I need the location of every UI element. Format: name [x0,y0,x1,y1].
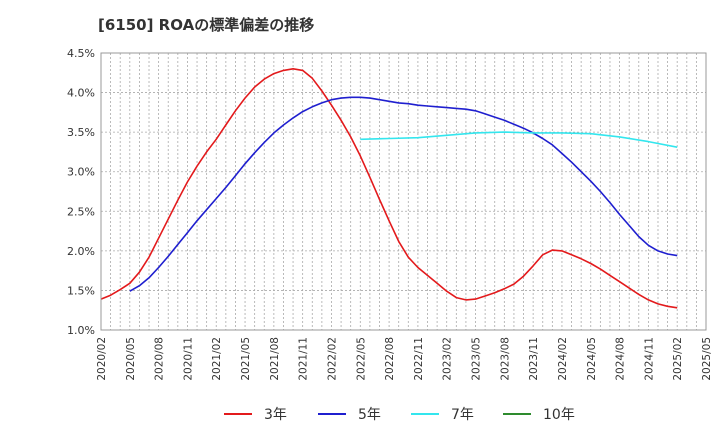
y-tick-label: 3.0% [67,166,95,179]
x-tick-label: 2022/11 [413,337,425,381]
x-tick-label: 2020/11 [182,337,194,381]
x-tick-label: 2021/02 [211,337,223,381]
series-line [360,131,678,148]
x-tick-label: 2021/11 [298,337,310,381]
y-tick-label: 2.5% [67,205,95,218]
x-tick-label: 2023/02 [442,337,454,381]
series-line [129,96,678,292]
x-tick-label: 2023/05 [471,337,483,381]
chart-title: [6150] ROAの標準偏差の推移 [98,16,315,34]
x-tick-label: 2024/11 [643,337,655,381]
series-line [100,68,678,309]
x-tick-label: 2020/02 [96,337,108,381]
x-tick-label: 2024/02 [557,337,569,381]
legend-label: 10年 [543,407,575,423]
y-tick-label: 1.0% [67,324,95,337]
legend-label: 7年 [451,407,474,423]
x-tick-label: 2022/05 [355,337,367,381]
grid-lines [100,52,707,331]
x-tick-label: 2020/05 [125,337,137,381]
x-tick-label: 2025/02 [672,337,684,381]
x-tick-label: 2022/08 [384,337,396,381]
series-lines [100,68,678,309]
y-tick-label: 2.0% [67,245,95,258]
y-tick-label: 3.5% [67,126,95,139]
x-tick-label: 2024/08 [615,337,627,381]
x-tick-label: 2025/05 [701,337,713,381]
legend-label: 5年 [358,407,381,423]
y-tick-label: 1.5% [67,284,95,297]
legend: 3年 5年 7年 10年 [224,407,575,423]
x-tick-label: 2021/08 [269,337,281,381]
plot-frame [100,52,707,331]
y-axis-tick-labels: 1.0% 1.5% 2.0% 2.5% 3.0% 3.5% 4.0% 4.5% [67,47,95,337]
x-tick-label: 2024/05 [586,337,598,381]
x-tick-label: 2021/05 [240,337,252,381]
x-tick-label: 2022/02 [326,337,338,381]
x-tick-label: 2020/08 [154,337,166,381]
y-tick-label: 4.5% [67,47,95,60]
legend-label: 3年 [264,407,287,423]
x-axis-tick-labels: 2020/02 2020/05 2020/08 2020/11 2021/02 2021/… [96,337,713,381]
x-tick-label: 2023/11 [528,337,540,381]
y-tick-label: 4.0% [67,87,95,100]
x-tick-label: 2023/08 [499,337,511,381]
